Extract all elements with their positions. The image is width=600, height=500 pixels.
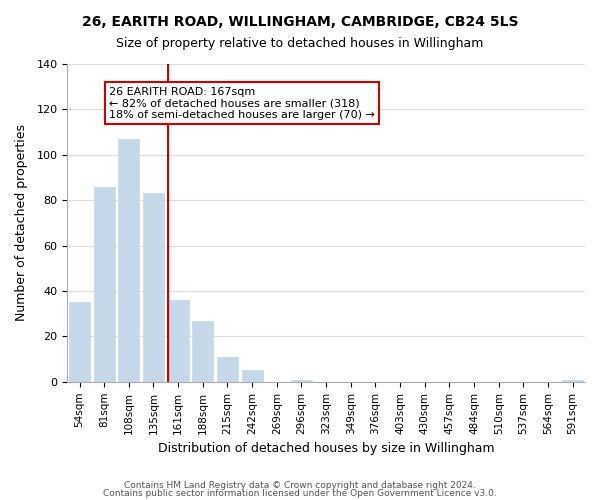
Bar (118, 139, 139, 382)
Bar (217, 357, 238, 382)
Bar (242, 370, 263, 382)
Text: 26, EARITH ROAD, WILLINGHAM, CAMBRIDGE, CB24 5LS: 26, EARITH ROAD, WILLINGHAM, CAMBRIDGE, … (82, 15, 518, 29)
Bar (193, 320, 213, 382)
Bar (167, 300, 188, 382)
Bar (143, 194, 164, 382)
Bar (69, 302, 90, 382)
Text: Contains HM Land Registry data © Crown copyright and database right 2024.: Contains HM Land Registry data © Crown c… (124, 481, 476, 490)
X-axis label: Distribution of detached houses by size in Willingham: Distribution of detached houses by size … (158, 442, 494, 455)
Text: Contains public sector information licensed under the Open Government Licence v3: Contains public sector information licen… (103, 488, 497, 498)
Y-axis label: Number of detached properties: Number of detached properties (15, 124, 28, 322)
Text: 26 EARITH ROAD: 167sqm
← 82% of detached houses are smaller (318)
18% of semi-de: 26 EARITH ROAD: 167sqm ← 82% of detached… (109, 86, 375, 120)
Bar (94, 186, 115, 382)
Bar (291, 380, 312, 382)
Bar (562, 380, 583, 382)
Text: Size of property relative to detached houses in Willingham: Size of property relative to detached ho… (116, 38, 484, 51)
